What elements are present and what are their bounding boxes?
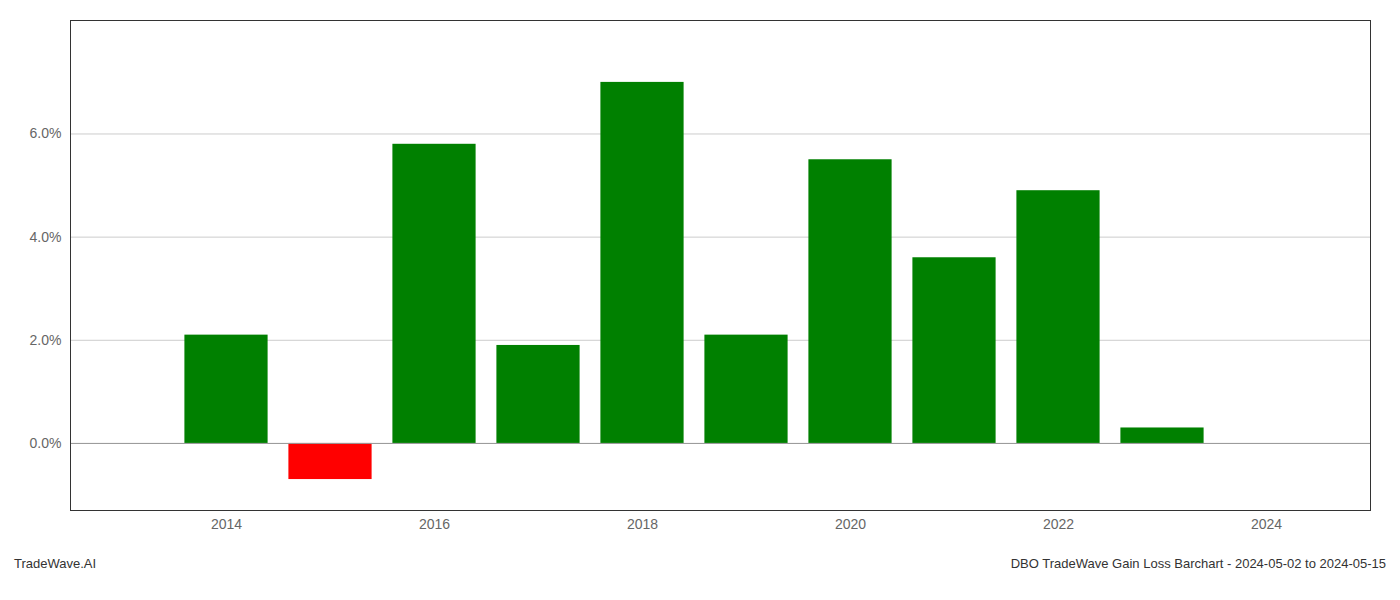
svg-text:2016: 2016 — [419, 516, 450, 532]
svg-text:4.0%: 4.0% — [30, 229, 62, 245]
html-text:TradeWave.AI: TradeWave.AI — [14, 556, 97, 571]
svg-text:2014: 2014 — [211, 516, 242, 532]
svg-text:2020: 2020 — [835, 516, 866, 532]
svg-text:2022: 2022 — [1043, 516, 1074, 532]
svg-text:6.0%: 6.0% — [30, 125, 62, 141]
svg-text:2024: 2024 — [1251, 516, 1282, 532]
html-text:DBO TradeWave Gain Loss Barcha: DBO TradeWave Gain Loss Barchart - 2024-… — [1010, 556, 1386, 571]
svg-text:2.0%: 2.0% — [30, 332, 62, 348]
svg-text:2018: 2018 — [627, 516, 658, 532]
svg-text:0.0%: 0.0% — [30, 435, 62, 451]
